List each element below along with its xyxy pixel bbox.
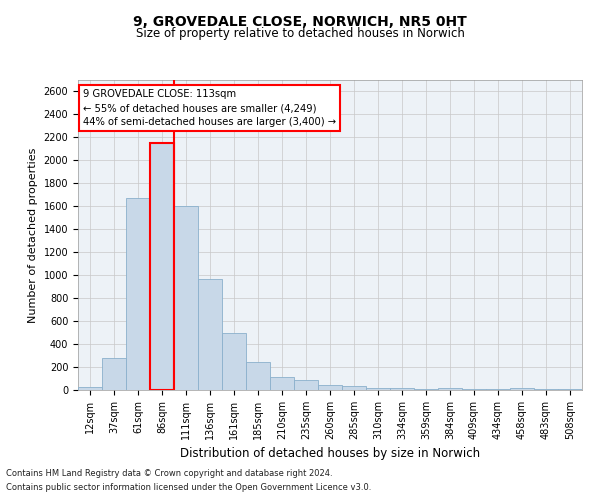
Bar xyxy=(198,278,222,390)
Text: 9 GROVEDALE CLOSE: 113sqm
← 55% of detached houses are smaller (4,249)
44% of se: 9 GROVEDALE CLOSE: 113sqm ← 55% of detac… xyxy=(83,90,336,128)
Bar xyxy=(246,362,270,390)
Bar xyxy=(438,388,462,390)
Bar xyxy=(102,358,126,390)
Bar xyxy=(222,332,246,390)
Bar xyxy=(510,388,534,390)
Bar xyxy=(318,386,342,390)
Text: Size of property relative to detached houses in Norwich: Size of property relative to detached ho… xyxy=(136,28,464,40)
Bar xyxy=(126,198,150,390)
Bar xyxy=(342,386,366,390)
Bar xyxy=(390,388,414,390)
Bar xyxy=(366,388,390,390)
Text: Contains HM Land Registry data © Crown copyright and database right 2024.: Contains HM Land Registry data © Crown c… xyxy=(6,468,332,477)
Text: 9, GROVEDALE CLOSE, NORWICH, NR5 0HT: 9, GROVEDALE CLOSE, NORWICH, NR5 0HT xyxy=(133,15,467,29)
Text: Contains public sector information licensed under the Open Government Licence v3: Contains public sector information licen… xyxy=(6,484,371,492)
Bar xyxy=(78,386,102,390)
Bar xyxy=(414,389,438,390)
Y-axis label: Number of detached properties: Number of detached properties xyxy=(28,148,38,322)
Bar xyxy=(294,380,318,390)
Bar xyxy=(270,377,294,390)
Bar xyxy=(150,143,174,390)
X-axis label: Distribution of detached houses by size in Norwich: Distribution of detached houses by size … xyxy=(180,448,480,460)
Bar xyxy=(174,206,198,390)
